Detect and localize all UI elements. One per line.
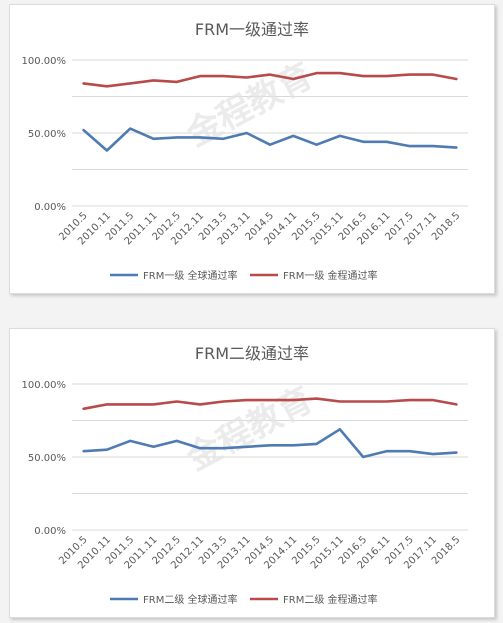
chart-title: FRM一级通过率 — [195, 20, 309, 39]
y-tick-label: 50.00% — [28, 453, 66, 464]
legend-label: FRM一级 全球通过率 — [143, 269, 238, 282]
y-tick-label: 100.00% — [22, 380, 67, 391]
y-tick-label: 0.00% — [34, 202, 66, 213]
series-line-0 — [82, 127, 458, 152]
chart-title: FRM二级通过率 — [195, 344, 309, 363]
chart-card-level1: FRM一级通过率 0.00% 50.00% 100.00% 金程教育 2010.5 2010… — [9, 4, 495, 294]
y-tick-label: 50.00% — [28, 129, 66, 140]
series-line-1 — [82, 397, 458, 411]
y-tick-label: 100.00% — [22, 56, 67, 67]
legend-label: FRM二级 全球通过率 — [143, 593, 238, 606]
chart-card-level2: FRM二级通过率 0.00% 50.00% 100.00% 金程教育 2010.5 2010… — [9, 328, 495, 618]
legend-label: FRM二级 金程通过率 — [283, 593, 378, 606]
y-tick-label: 0.00% — [34, 526, 66, 537]
series-line-1 — [82, 71, 458, 88]
watermark: 金程教育 — [180, 56, 320, 156]
series-line-0 — [82, 428, 458, 459]
watermark: 金程教育 — [180, 380, 320, 480]
legend-label: FRM一级 金程通过率 — [283, 269, 378, 282]
